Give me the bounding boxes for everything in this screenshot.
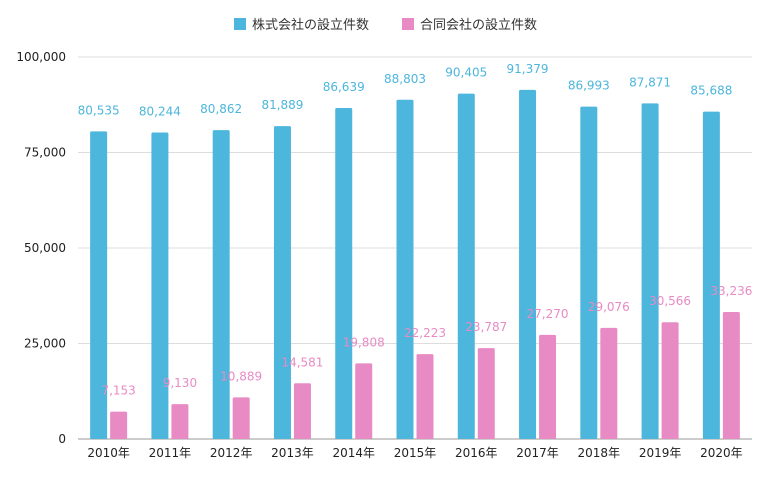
bar-goudou-2016年 xyxy=(477,348,495,439)
y-tick-label: 75,000 xyxy=(24,146,66,160)
data-label-kabushiki: 80,535 xyxy=(78,103,120,117)
y-tick-label: 100,000 xyxy=(16,50,66,64)
y-axis-tick-labels: 0 25,000 50,000 75,000 100,000 xyxy=(16,50,66,446)
bar-kabushiki-2018年 xyxy=(580,106,598,439)
x-tick-label: 2015年 xyxy=(394,446,437,460)
y-tick-label: 25,000 xyxy=(24,337,66,351)
data-label-kabushiki: 81,889 xyxy=(261,98,303,112)
data-labels: 80,535 7,153 80,244 9,130 80,862 10,889 81,889… xyxy=(78,62,753,398)
data-label-goudou: 33,236 xyxy=(710,284,752,298)
x-tick-label: 2011年 xyxy=(149,446,192,460)
data-label-kabushiki: 85,688 xyxy=(690,84,732,98)
bar-goudou-2010年 xyxy=(110,411,128,439)
legend-swatch-goudou xyxy=(402,18,414,30)
data-label-goudou: 29,076 xyxy=(588,300,630,314)
data-label-goudou: 7,153 xyxy=(101,384,135,398)
bar-goudou-2019年 xyxy=(661,322,679,439)
data-label-kabushiki: 80,862 xyxy=(200,102,242,116)
data-label-goudou: 19,808 xyxy=(343,335,385,349)
data-label-kabushiki: 91,379 xyxy=(507,62,549,76)
data-label-kabushiki: 86,993 xyxy=(568,79,610,93)
data-label-kabushiki: 88,803 xyxy=(384,72,426,86)
bar-kabushiki-2019年 xyxy=(641,103,659,440)
x-tick-label: 2016年 xyxy=(455,446,498,460)
y-tick-label: 0 xyxy=(58,432,66,446)
x-tick-label: 2013年 xyxy=(271,446,314,460)
bar-kabushiki-2012年 xyxy=(212,130,230,439)
bar-goudou-2013年 xyxy=(293,383,311,439)
x-tick-label: 2018年 xyxy=(578,446,621,460)
bars xyxy=(90,89,740,440)
gridlines xyxy=(78,56,752,440)
bar-goudou-2012年 xyxy=(232,397,250,439)
bar-goudou-2020年 xyxy=(722,312,740,439)
x-axis-tick-labels: 2010年 2011年 2012年 2013年 2014年 2015年 2016年 2017年… xyxy=(87,446,742,460)
data-label-goudou: 10,889 xyxy=(220,369,262,383)
bar-goudou-2015年 xyxy=(416,354,434,439)
x-tick-label: 2020年 xyxy=(700,446,743,460)
data-label-goudou: 30,566 xyxy=(649,294,691,308)
bar-kabushiki-2010年 xyxy=(90,131,108,439)
bar-goudou-2014年 xyxy=(355,363,373,439)
data-label-kabushiki: 86,639 xyxy=(323,80,365,94)
x-tick-label: 2014年 xyxy=(332,446,375,460)
bar-goudou-2017年 xyxy=(539,334,557,439)
data-label-goudou: 14,581 xyxy=(281,355,323,369)
x-tick-label: 2019年 xyxy=(639,446,682,460)
bar-goudou-2011年 xyxy=(171,404,189,439)
bar-kabushiki-2016年 xyxy=(457,93,475,440)
data-label-goudou: 27,270 xyxy=(527,307,569,321)
data-label-kabushiki: 87,871 xyxy=(629,75,671,89)
x-tick-label: 2010年 xyxy=(87,446,130,460)
legend-label-goudou: 合同会社の設立件数 xyxy=(420,17,537,33)
bar-kabushiki-2011年 xyxy=(151,132,169,439)
data-label-kabushiki: 90,405 xyxy=(445,66,487,80)
data-label-kabushiki: 80,244 xyxy=(139,104,181,118)
legend-label-kabushiki: 株式会社の設立件数 xyxy=(252,17,369,33)
bar-kabushiki-2013年 xyxy=(273,126,291,439)
bar-goudou-2018年 xyxy=(600,327,618,439)
bar-kabushiki-2014年 xyxy=(335,108,353,440)
legend: 株式会社の設立件数 合同会社の設立件数 xyxy=(234,17,537,33)
bar-kabushiki-2020年 xyxy=(702,111,720,439)
data-label-goudou: 23,787 xyxy=(465,320,507,334)
x-tick-label: 2012年 xyxy=(210,446,253,460)
y-tick-label: 50,000 xyxy=(24,241,66,255)
data-label-goudou: 9,130 xyxy=(163,376,197,390)
legend-swatch-kabushiki xyxy=(234,18,246,30)
x-tick-label: 2017年 xyxy=(516,446,559,460)
bar-kabushiki-2017年 xyxy=(519,89,537,439)
bar-kabushiki-2015年 xyxy=(396,99,414,440)
data-label-goudou: 22,223 xyxy=(404,326,446,340)
